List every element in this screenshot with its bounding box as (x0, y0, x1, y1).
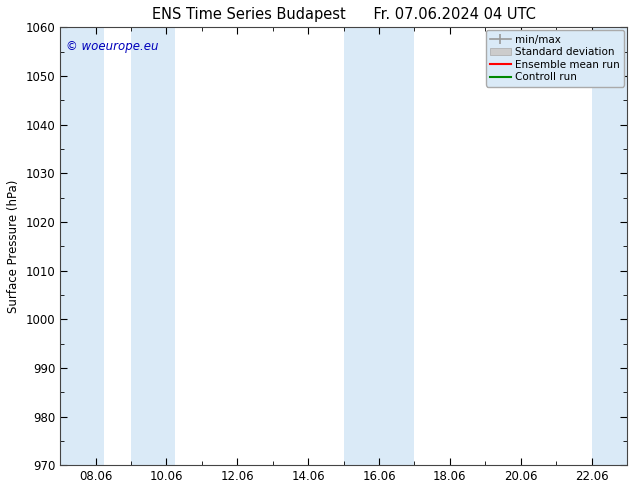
Bar (131, 27, 175, 465)
Y-axis label: Surface Pressure (hPa): Surface Pressure (hPa) (7, 179, 20, 313)
Legend: min/max, Standard deviation, Ensemble mean run, Controll run: min/max, Standard deviation, Ensemble me… (486, 30, 624, 87)
Bar (344, 27, 415, 465)
Bar (60, 27, 105, 465)
Text: © woeurope.eu: © woeurope.eu (66, 40, 158, 53)
Bar (592, 27, 634, 465)
Title: ENS Time Series Budapest      Fr. 07.06.2024 04 UTC: ENS Time Series Budapest Fr. 07.06.2024 … (152, 7, 536, 22)
